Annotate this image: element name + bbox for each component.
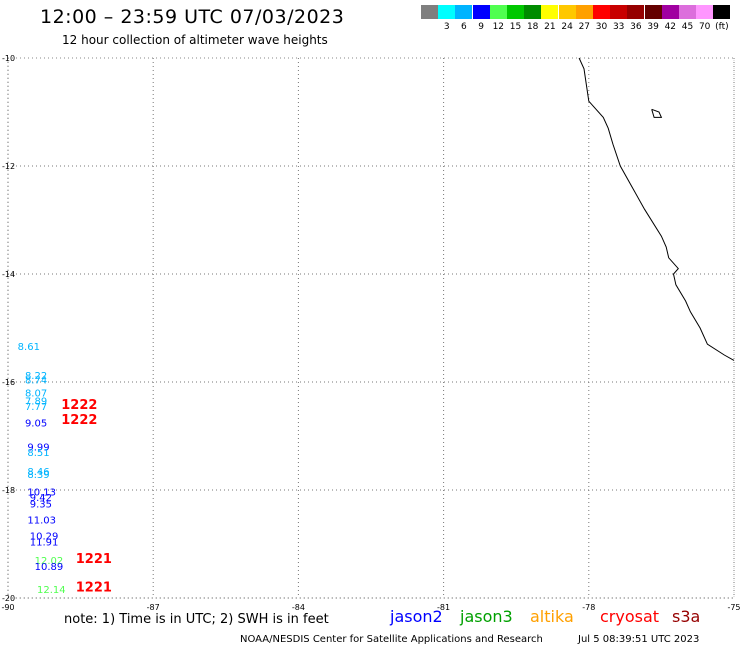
wave-height-value: 8.46 bbox=[27, 467, 49, 478]
satellite-name-jason3: jason3 bbox=[460, 607, 513, 626]
wave-height-value: 8.22 bbox=[25, 371, 47, 382]
wave-height-value: 8.74 bbox=[25, 376, 47, 387]
legend-label: 9 bbox=[478, 22, 484, 32]
legend-swatch bbox=[541, 5, 559, 19]
generation-timestamp: Jul 5 08:39:51 UTC 2023 bbox=[578, 634, 700, 645]
legend-swatch bbox=[713, 5, 731, 19]
pass-time-label: 1222 bbox=[61, 413, 97, 428]
satellite-name-jason2: jason2 bbox=[390, 607, 443, 626]
coastline bbox=[578, 57, 735, 361]
lat-tick-label: -14 bbox=[2, 270, 15, 279]
map-grid bbox=[7, 57, 735, 599]
legend-swatch bbox=[438, 5, 456, 19]
lon-tick-label: -81 bbox=[437, 603, 450, 612]
legend-swatch bbox=[455, 5, 473, 19]
legend-swatch bbox=[558, 5, 576, 19]
lat-tick-label: -10 bbox=[2, 54, 15, 63]
wave-height-value: 9.99 bbox=[27, 443, 49, 454]
legend-swatch bbox=[644, 5, 662, 19]
legend-label: 6 bbox=[461, 22, 467, 32]
map-tick-labels: -90 -87 -84 -81 -78 -75 -10 -12 -14 -16 -18 -20 bbox=[1, 54, 740, 612]
wave-height-value: 11.03 bbox=[27, 515, 56, 526]
lat-tick-label: -12 bbox=[2, 162, 15, 171]
legend-label: 36 bbox=[630, 22, 642, 32]
wave-height-value: 9.05 bbox=[25, 418, 47, 429]
lon-tick-label: -75 bbox=[727, 603, 740, 612]
lat-tick-label: -16 bbox=[2, 378, 15, 387]
wave-height-value: 8.07 bbox=[25, 389, 47, 400]
legend-swatch bbox=[489, 5, 507, 19]
legend-swatch bbox=[472, 5, 490, 19]
wave-height-value: 9.42 bbox=[30, 493, 52, 504]
wave-height-value: 8.51 bbox=[27, 448, 49, 459]
legend-label: 18 bbox=[526, 22, 539, 32]
satellite-name-altika: altika bbox=[530, 607, 574, 626]
pass-time-label: 1221 bbox=[76, 552, 112, 567]
lon-tick-label: -90 bbox=[1, 603, 14, 612]
legend-label: 45 bbox=[681, 22, 694, 32]
wave-height-color-legend: 3 6 9 12 15 18 21 24 27 30 33 36 39 42 45 70 (ft) bbox=[421, 4, 732, 38]
legend-label: 3 bbox=[443, 22, 450, 32]
legend-swatch bbox=[627, 5, 645, 19]
legend-swatch bbox=[679, 5, 696, 19]
map-border bbox=[7, 57, 735, 599]
legend-swatch bbox=[575, 5, 593, 19]
legend-label: 30 bbox=[595, 22, 608, 32]
pass-time-label: 1221 bbox=[76, 581, 112, 596]
legend-swatch bbox=[593, 5, 610, 19]
credit-line: NOAA/NESDIS Center for Satellite Applica… bbox=[240, 634, 543, 645]
pass-time-label: 1222 bbox=[61, 398, 97, 413]
lon-tick-label: -87 bbox=[147, 603, 160, 612]
legend-swatch bbox=[610, 5, 628, 19]
lon-tick-label: -84 bbox=[292, 603, 305, 612]
map-frame bbox=[7, 57, 735, 599]
lat-tick-label: -20 bbox=[2, 594, 15, 603]
legend-swatch bbox=[421, 5, 438, 19]
legend-swatch bbox=[524, 5, 542, 19]
satellite-name-s3a: s3a bbox=[672, 607, 701, 626]
legend-swatch bbox=[507, 5, 524, 19]
wave-height-value: 11.91 bbox=[30, 538, 59, 549]
satellite-name-cryosat: cryosat bbox=[600, 607, 660, 626]
legend-label: 27 bbox=[578, 22, 591, 32]
legend-swatch bbox=[661, 5, 679, 19]
island-outline bbox=[651, 108, 663, 118]
wave-height-value: 7.77 bbox=[25, 402, 47, 413]
legend-label: 39 bbox=[647, 22, 659, 32]
lon-tick-label: -78 bbox=[582, 603, 595, 612]
page-title: 12:00 – 23:59 UTC 07/03/2023 bbox=[40, 6, 345, 28]
wave-height-value: 10.13 bbox=[27, 487, 56, 498]
legend-label: 21 bbox=[544, 22, 556, 32]
legend-swatch bbox=[696, 5, 714, 19]
wave-height-value: 8.61 bbox=[18, 342, 40, 353]
footer-note: note: 1) Time is in UTC; 2) SWH is in fe… bbox=[64, 612, 329, 627]
wave-height-value: 7.89 bbox=[25, 397, 47, 408]
legend-label: 42 bbox=[664, 22, 677, 32]
lat-tick-label: -18 bbox=[2, 486, 15, 495]
wave-height-value: 8.39 bbox=[27, 470, 49, 481]
wave-height-value: 10.29 bbox=[30, 532, 59, 543]
wave-height-value: 12.14 bbox=[37, 585, 66, 596]
wave-height-value: 10.89 bbox=[35, 562, 64, 573]
legend-label: 15 bbox=[509, 22, 522, 32]
page-subtitle: 12 hour collection of altimeter wave hei… bbox=[62, 33, 328, 47]
legend-label: 70 bbox=[698, 22, 711, 32]
coastline-path bbox=[578, 57, 735, 361]
observation-labels: 8.61 8.228.74 8.077.897.77 9.05 9.998.51 8.46… bbox=[18, 342, 66, 596]
legend-label: 12 bbox=[492, 22, 505, 32]
legend-label: (ft) bbox=[715, 22, 729, 32]
legend-label: 33 bbox=[612, 22, 625, 32]
legend-label: 24 bbox=[561, 22, 573, 32]
wave-height-value: 9.35 bbox=[30, 499, 52, 510]
wave-height-value: 12.02 bbox=[35, 556, 64, 567]
